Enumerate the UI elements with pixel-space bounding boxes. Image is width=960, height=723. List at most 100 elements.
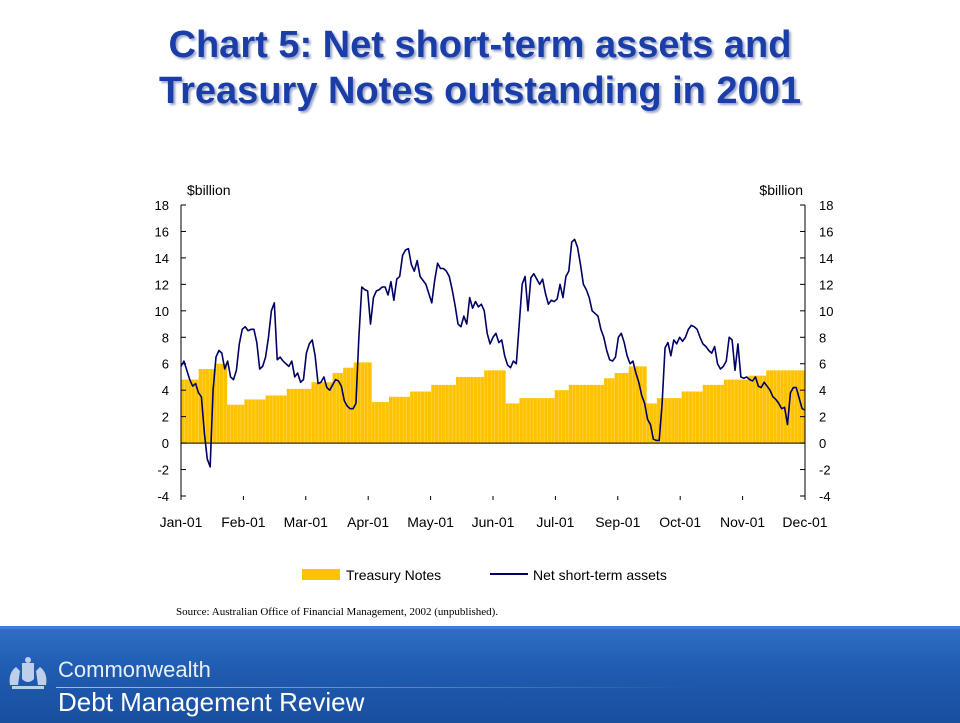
treasury-notes-bar <box>667 398 672 444</box>
treasury-notes-bar <box>339 372 344 444</box>
treasury-notes-bar <box>406 396 411 444</box>
treasury-notes-bar <box>512 403 517 444</box>
treasury-notes-bar <box>604 378 608 444</box>
treasury-notes-bar <box>205 369 210 444</box>
treasury-notes-bar <box>233 404 238 444</box>
treasury-notes-bar <box>614 372 619 444</box>
treasury-notes-bar <box>660 398 665 444</box>
treasury-notes-bar <box>480 376 485 444</box>
treasury-notes-bar <box>794 370 799 444</box>
treasury-notes-bar <box>769 370 774 444</box>
treasury-notes-bar <box>494 370 499 444</box>
treasury-notes-bar <box>780 370 785 444</box>
treasury-notes-bar <box>399 396 404 444</box>
treasury-notes-bar <box>759 375 763 444</box>
treasury-notes-bar <box>738 379 742 444</box>
treasury-notes-bar <box>191 379 196 444</box>
treasury-notes-bar <box>413 391 418 444</box>
treasury-notes-bar <box>734 379 739 444</box>
y-tick-label-right: 16 <box>819 224 833 239</box>
treasury-notes-bar <box>593 384 598 444</box>
treasury-notes-bar <box>396 396 400 444</box>
y-tick-label-left: 16 <box>155 224 169 239</box>
treasury-notes-bar <box>575 384 580 444</box>
treasury-notes-bar <box>579 384 584 444</box>
treasury-notes-bar <box>639 366 644 444</box>
y-tick-label-right: 10 <box>819 304 833 319</box>
y-axis-label-left: $billion <box>187 182 231 198</box>
x-tick-label: Jul-01 <box>536 514 574 530</box>
treasury-notes-bar <box>572 384 577 444</box>
treasury-notes-bar <box>466 376 471 444</box>
y-tick-label-left: 0 <box>162 436 169 451</box>
treasury-notes-bar <box>202 369 206 444</box>
treasury-notes-bar <box>459 376 464 444</box>
treasury-notes-bar <box>184 379 189 444</box>
title-line-1: Chart 5: Net short-term assets and <box>168 24 792 66</box>
treasury-notes-bar <box>582 384 587 444</box>
treasury-notes-bar <box>357 362 362 444</box>
footer-review-name: Debt Management Review <box>58 687 365 717</box>
treasury-notes-bar <box>251 399 256 444</box>
treasury-notes-bar <box>198 369 203 444</box>
treasury-notes-bar <box>558 390 563 444</box>
treasury-notes-bar <box>748 375 753 444</box>
treasury-notes-bar <box>611 378 615 444</box>
treasury-notes-bar <box>240 404 245 444</box>
treasury-notes-bar <box>410 391 414 444</box>
treasury-notes-bar <box>776 370 781 444</box>
treasury-notes-bar <box>565 390 570 444</box>
treasury-notes-bar <box>519 398 524 444</box>
treasury-notes-bar <box>209 369 214 444</box>
treasury-notes-bar <box>671 398 675 444</box>
y-tick-label-left: -4 <box>157 489 169 504</box>
treasury-notes-bar <box>258 399 263 444</box>
treasury-notes-bar <box>318 382 323 444</box>
y-tick-label-left: 6 <box>162 357 169 372</box>
treasury-notes-bar <box>773 370 778 444</box>
treasury-notes-bar <box>314 382 319 444</box>
treasury-notes-bar <box>212 369 217 444</box>
y-tick-label-right: 8 <box>819 330 826 345</box>
treasury-notes-bar <box>755 375 760 444</box>
treasury-notes-bar <box>181 379 185 444</box>
treasury-notes-bar <box>695 391 700 444</box>
treasury-notes-bar <box>420 391 425 444</box>
treasury-notes-bar <box>389 396 393 444</box>
treasury-notes-bar <box>455 376 460 444</box>
treasury-notes-bar <box>537 398 541 444</box>
treasury-notes-bar <box>473 376 478 444</box>
footer-banner: Commonwealth Debt Management Review <box>0 626 960 723</box>
treasury-notes-bar <box>297 388 302 444</box>
treasury-notes-bar <box>385 402 390 444</box>
treasury-notes-bar <box>431 384 436 444</box>
x-tick-label: May-01 <box>407 514 454 530</box>
treasury-notes-bar <box>621 372 626 444</box>
treasury-notes-bar <box>219 363 224 444</box>
treasury-notes-bar <box>463 376 467 444</box>
treasury-notes-bar <box>290 388 295 444</box>
treasury-notes-bar <box>692 391 697 444</box>
y-tick-label-right: 2 <box>819 410 826 425</box>
treasury-notes-bar <box>561 390 566 444</box>
treasury-notes-bar <box>508 403 513 444</box>
treasury-notes-bar <box>350 367 355 444</box>
y-tick-label-right: -2 <box>819 463 831 478</box>
y-tick-label-left: 12 <box>155 277 169 292</box>
x-tick-label: Nov-01 <box>720 514 765 530</box>
y-tick-label-right: 6 <box>819 357 826 372</box>
treasury-notes-bar <box>745 379 749 444</box>
treasury-notes-bar <box>501 370 506 444</box>
x-tick-label: Sep-01 <box>595 514 640 530</box>
treasury-notes-bar <box>783 370 788 444</box>
x-tick-label: Apr-01 <box>347 514 389 530</box>
treasury-notes-bar <box>255 399 259 444</box>
treasury-notes-bar <box>568 384 573 444</box>
chart-canvas: -4 -4 -2 -2 0 0 2 2 4 4 6 6 8 8 10 10 12 12 14 14 16 16 18 18 $b… <box>155 182 834 583</box>
treasury-notes-bar <box>276 395 281 444</box>
treasury-notes-bar <box>360 362 365 444</box>
treasury-notes-bar <box>766 370 771 444</box>
treasury-notes-bar <box>452 384 457 444</box>
treasury-notes-bar <box>265 395 270 444</box>
treasury-notes-bar <box>188 379 192 444</box>
